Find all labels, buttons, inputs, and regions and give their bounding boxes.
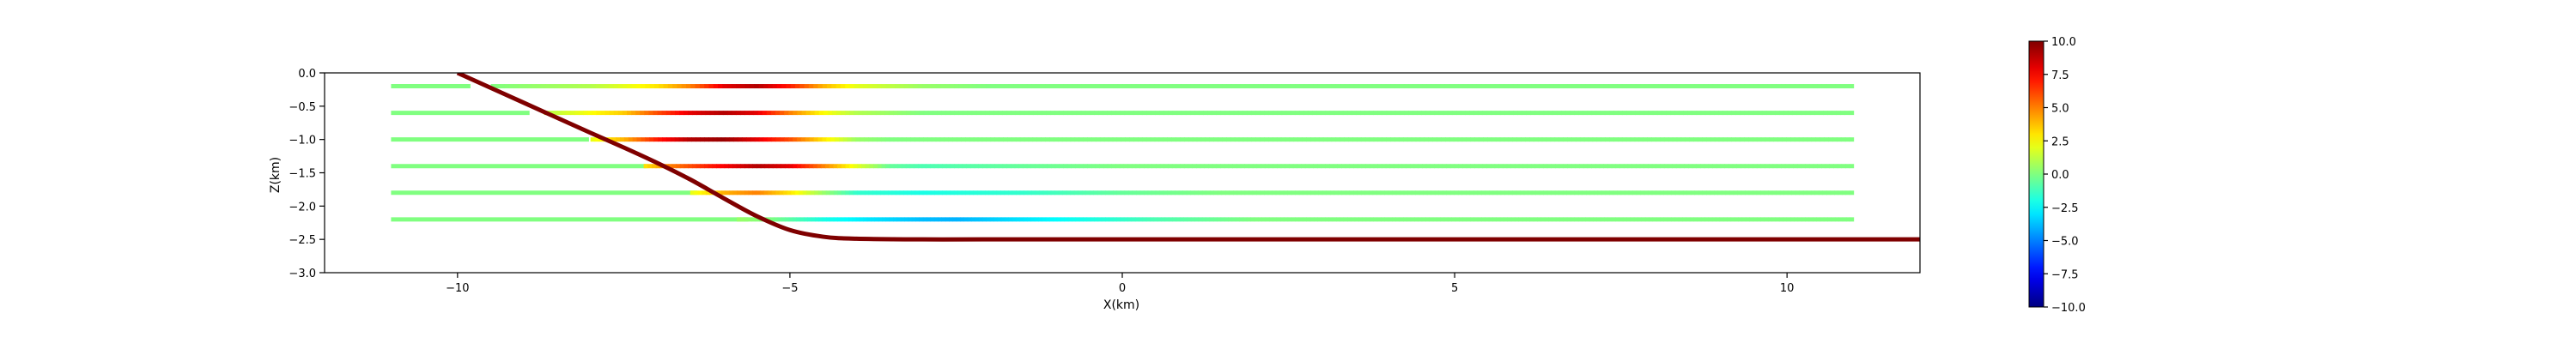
x-tick-label: −5 xyxy=(781,282,798,295)
data-series xyxy=(391,73,1920,242)
colorbar-tick-label: 7.5 xyxy=(2051,69,2069,82)
x-axis: −10 −5 0 5 10 xyxy=(446,273,1794,295)
x-axis-label: X(km) xyxy=(1103,298,1139,312)
x-tick-label: 10 xyxy=(1780,282,1795,295)
colorbar-tick-label: −7.5 xyxy=(2051,268,2079,281)
x-tick-label: 5 xyxy=(1451,282,1458,295)
colorbar-tick-label: −5.0 xyxy=(2051,236,2079,249)
colorbar: 10.0 7.5 5.0 2.5 0.0 −2.5 −5.0 −7.5 −10.0 xyxy=(2028,36,2086,315)
plot-frame xyxy=(324,72,1921,274)
y-axis: 0.0 −0.5 −1.0 −1.5 −2.0 −2.5 −3.0 xyxy=(289,68,325,280)
colorbar-tick-label: −10.0 xyxy=(2051,302,2086,315)
x-tick-label: −10 xyxy=(446,282,469,295)
y-tick-label: −0.5 xyxy=(289,101,316,114)
colorbar-tick-label: −2.5 xyxy=(2051,202,2079,215)
plot-area xyxy=(324,72,1921,274)
fault-line xyxy=(456,73,1920,242)
x-tick-label: 0 xyxy=(1119,282,1126,295)
y-tick-label: 0.0 xyxy=(298,68,316,81)
colorbar-tick-label: 10.0 xyxy=(2051,36,2076,49)
y-tick-label: −2.0 xyxy=(289,201,316,214)
colorbar-tick-label: 0.0 xyxy=(2051,169,2069,182)
y-tick-label: −1.0 xyxy=(289,135,316,147)
colorbar-gradient xyxy=(2028,40,2044,308)
y-tick-label: −2.5 xyxy=(289,234,316,247)
colorbar-tick-label: 2.5 xyxy=(2051,135,2069,148)
colorbar-tick-label: 5.0 xyxy=(2051,103,2069,116)
y-tick-label: −3.0 xyxy=(289,268,316,280)
y-axis-label: Z(km) xyxy=(269,157,283,193)
y-tick-label: −1.5 xyxy=(289,168,316,181)
